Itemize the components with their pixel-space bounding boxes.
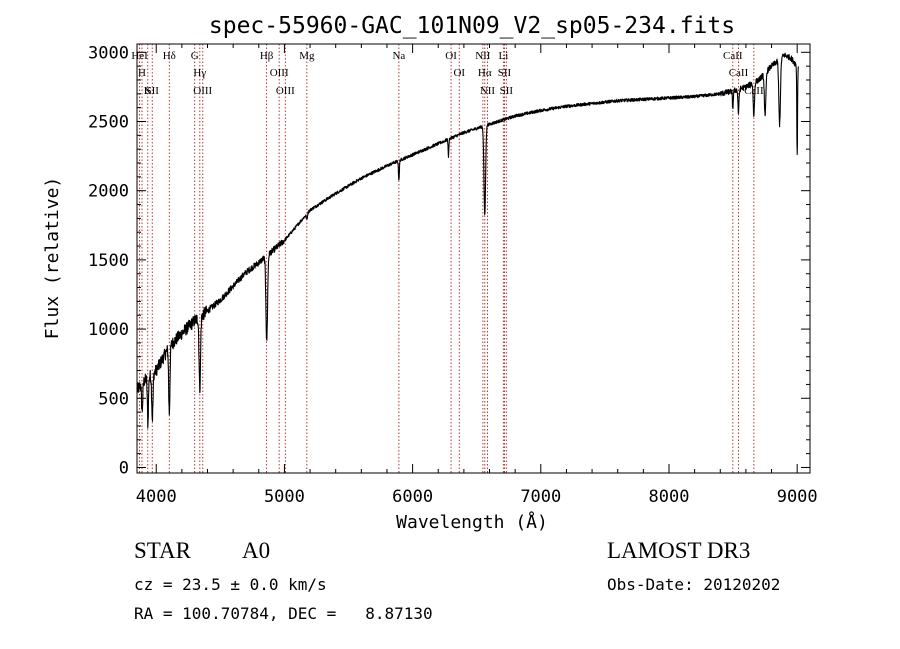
observation-date: Obs-Date: 20120202 [607, 575, 781, 594]
line-marker-label: Hγ [193, 67, 206, 79]
x-axis: 4000 5000 6000 7000 8000 9000 [136, 44, 818, 507]
y-tick-label: 500 [98, 389, 129, 409]
chart-title: spec-55960-GAC_101N09_V2_sp05-234.fits [209, 13, 735, 39]
y-axis: 0 500 1000 1500 2000 2500 3000 [88, 43, 810, 478]
spectrum-line [136, 52, 799, 429]
line-marker-label: SII [500, 85, 514, 97]
redshift-readout: cz = 23.5 ± 0.0 km/s [134, 575, 327, 594]
line-marker-label: OIII [276, 85, 295, 97]
y-tick-label: 0 [119, 458, 129, 478]
x-axis-label: Wavelength (Å) [396, 511, 548, 533]
object-class: STAR [134, 538, 191, 563]
coordinates-readout: RA = 100.70784, DEC = 8.87130 [134, 604, 433, 623]
line-marker-label: K [144, 85, 152, 97]
line-marker-label: HeI [131, 50, 148, 62]
y-tick-label: 2000 [88, 182, 129, 202]
plot-frame [136, 43, 811, 474]
line-marker-label: CaII [729, 67, 749, 79]
y-tick-label: 2500 [88, 112, 129, 132]
line-marker-label: OI [453, 67, 465, 79]
line-marker-label: SII [498, 67, 512, 79]
line-marker-label: Li [498, 50, 508, 62]
x-tick-label: 6000 [392, 487, 433, 507]
object-subclass: A0 [242, 538, 271, 563]
y-tick-label: 3000 [88, 43, 129, 63]
line-marker-label: NII [475, 50, 491, 62]
x-tick-label: 5000 [264, 487, 305, 507]
line-marker-label: SII [146, 85, 160, 97]
line-marker-label: OIII [270, 67, 289, 79]
y-tick-label: 1500 [88, 251, 129, 271]
line-marker-label: H [138, 67, 146, 79]
line-marker-label: G [191, 50, 199, 62]
line-markers [139, 44, 755, 473]
line-marker-label: OIII [193, 85, 212, 97]
line-marker-label: Mg [299, 50, 315, 62]
survey-name: LAMOST DR3 [607, 538, 751, 563]
x-tick-label: 7000 [520, 487, 561, 507]
line-marker-label: OI [445, 50, 457, 62]
line-marker-label: NII [480, 85, 496, 97]
line-marker-label: Na [392, 50, 405, 62]
line-marker-label: CaII [723, 50, 743, 62]
x-tick-label: 9000 [777, 487, 818, 507]
line-marker-label: Hδ [163, 50, 176, 62]
x-tick-label: 4000 [136, 487, 177, 507]
y-tick-label: 1000 [88, 320, 129, 340]
y-axis-label: Flux (relative) [42, 177, 63, 340]
line-marker-label: Hα [478, 67, 492, 79]
x-tick-label: 8000 [649, 487, 690, 507]
line-marker-label: Hβ [260, 50, 274, 62]
